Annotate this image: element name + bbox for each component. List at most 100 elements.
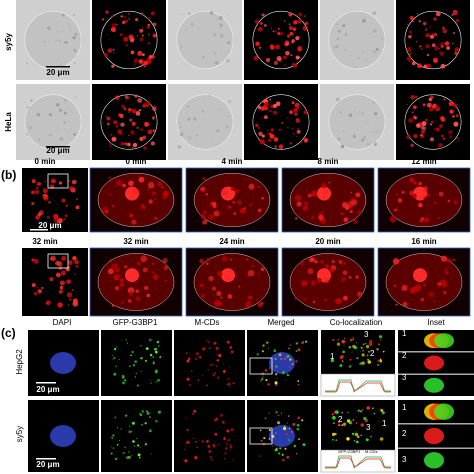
signal xyxy=(113,356,116,359)
signal xyxy=(122,183,126,188)
signal xyxy=(457,140,459,142)
signal xyxy=(341,411,344,414)
signal xyxy=(331,413,334,416)
signal xyxy=(332,416,336,420)
nucleolus xyxy=(221,268,235,283)
signal xyxy=(207,445,211,448)
signal xyxy=(115,365,117,367)
signal xyxy=(31,202,35,206)
signal xyxy=(161,186,164,189)
signal xyxy=(332,338,335,342)
signal xyxy=(140,423,143,426)
signal xyxy=(417,211,419,213)
signal xyxy=(307,268,314,275)
signal xyxy=(427,214,430,217)
signal xyxy=(217,270,223,277)
signal xyxy=(270,104,274,109)
signal xyxy=(116,443,119,446)
signal xyxy=(350,191,353,194)
signal xyxy=(68,180,71,182)
signal xyxy=(302,25,308,31)
roi-box xyxy=(249,357,273,375)
signal xyxy=(256,136,259,138)
signal xyxy=(179,126,182,128)
signal xyxy=(192,412,195,415)
signal xyxy=(293,20,298,25)
signal xyxy=(351,351,353,353)
signal xyxy=(217,18,219,21)
signal xyxy=(212,373,214,376)
signal xyxy=(73,132,76,136)
signal xyxy=(349,338,353,342)
signal xyxy=(349,210,353,213)
signal xyxy=(213,445,216,448)
signal xyxy=(373,412,376,415)
signal xyxy=(110,452,113,455)
signal xyxy=(65,179,67,181)
signal xyxy=(310,190,318,197)
signal xyxy=(219,109,222,112)
signal xyxy=(146,293,150,298)
scale-bar-label: 20 μm xyxy=(36,385,59,394)
signal xyxy=(139,446,141,448)
signal xyxy=(245,301,252,308)
signal xyxy=(401,284,408,292)
signal xyxy=(48,133,52,137)
signal xyxy=(272,30,275,33)
signal xyxy=(457,137,459,139)
signal xyxy=(135,289,139,293)
signal xyxy=(303,15,306,17)
signal xyxy=(359,410,363,413)
signal xyxy=(226,443,228,445)
signal xyxy=(446,46,450,50)
signal xyxy=(338,421,341,424)
signal xyxy=(133,64,136,66)
signal xyxy=(199,258,204,264)
signal xyxy=(361,408,364,411)
signal xyxy=(408,177,415,183)
signal xyxy=(113,274,120,281)
signal xyxy=(378,343,380,346)
signal xyxy=(72,289,74,292)
signal xyxy=(361,112,365,116)
signal xyxy=(353,218,357,221)
signal xyxy=(259,429,262,432)
signal xyxy=(408,117,414,124)
image-layer xyxy=(16,0,474,473)
signal xyxy=(295,342,299,345)
signal xyxy=(294,112,298,116)
signal xyxy=(129,294,132,297)
signal xyxy=(201,55,205,59)
signal xyxy=(257,208,262,213)
nucleus xyxy=(385,172,463,228)
signal xyxy=(421,48,423,50)
signal xyxy=(338,259,343,265)
signal xyxy=(229,444,232,447)
micrograph xyxy=(92,84,166,160)
signal xyxy=(416,13,419,15)
signal xyxy=(215,61,219,65)
micrograph xyxy=(244,0,318,80)
signal xyxy=(227,383,230,386)
scale-bar-label: 20 μm xyxy=(38,221,61,230)
signal xyxy=(124,29,125,31)
signal xyxy=(105,115,107,117)
signal xyxy=(296,201,302,207)
signal xyxy=(147,188,150,191)
signal xyxy=(275,46,277,48)
signal xyxy=(280,358,282,360)
signal xyxy=(297,416,301,420)
signal xyxy=(411,111,414,114)
signal xyxy=(271,445,273,447)
signal xyxy=(109,193,112,196)
signal xyxy=(106,34,108,36)
micrograph xyxy=(92,0,166,80)
signal xyxy=(72,35,76,40)
signal xyxy=(42,195,49,201)
signal xyxy=(252,265,254,267)
signal xyxy=(115,346,117,348)
signal xyxy=(216,359,219,362)
signal xyxy=(332,438,334,441)
signal xyxy=(230,258,233,261)
signal xyxy=(216,353,218,355)
